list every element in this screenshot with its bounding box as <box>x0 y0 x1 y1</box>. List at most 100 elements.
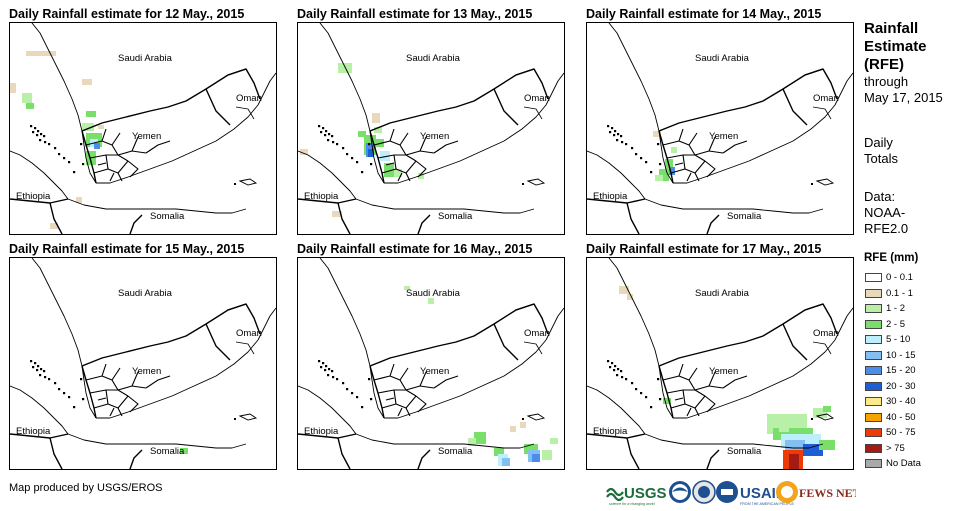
governorate-border <box>722 140 748 154</box>
country-label-somalia: Somalia <box>727 446 762 457</box>
country-label-ethiopia: Ethiopia <box>304 426 339 437</box>
island <box>342 147 345 150</box>
legend-title-line: Rainfall <box>864 20 919 37</box>
legend-through: through <box>864 74 909 89</box>
rainfall-patch <box>520 422 526 428</box>
island <box>63 157 66 160</box>
rainfall-patch <box>98 125 104 129</box>
legend-data-source: Data: NOAA- RFE2.0 <box>864 189 964 237</box>
legend-item: 20 - 30 <box>865 379 965 395</box>
country-labels: Saudi Arabia Oman Yemen Ethiopia Somalia <box>16 53 262 222</box>
coastline <box>384 104 547 184</box>
coastline <box>298 150 357 200</box>
governorate-border <box>381 168 411 182</box>
panel-title: Daily Rainfall estimate for 12 May., 201… <box>9 7 245 21</box>
island <box>635 388 638 391</box>
island <box>324 369 327 372</box>
country-label-yemen: Yemen <box>709 366 738 377</box>
socotra <box>815 178 835 186</box>
socotra <box>815 413 835 421</box>
rainfall-patch <box>26 103 34 109</box>
governorate-border <box>419 136 427 152</box>
coastline <box>298 385 357 435</box>
governorate-border <box>109 407 115 417</box>
island <box>657 143 660 146</box>
rainfall-patch <box>404 286 410 290</box>
islands <box>30 360 258 421</box>
island <box>356 161 359 164</box>
country-border <box>337 437 351 469</box>
island <box>370 163 373 166</box>
usgs-text: USGS <box>624 485 667 502</box>
panel-may14: Daily Rainfall estimate for 14 May., 201… <box>586 7 854 240</box>
island <box>43 135 46 138</box>
island <box>336 143 339 146</box>
legend-items: 0 - 0.1 0.1 - 1 1 - 2 2 - 5 5 - 10 10 - 15 15 … <box>865 270 965 472</box>
legend-swatch <box>865 397 882 407</box>
island <box>620 135 623 138</box>
fewsnet-logo: FEWS NET <box>776 481 861 503</box>
island <box>609 131 612 134</box>
legend-item: 40 - 50 <box>865 410 965 426</box>
island <box>322 127 325 130</box>
country-border <box>515 68 549 100</box>
island <box>346 153 349 156</box>
governorate-border <box>93 403 123 417</box>
governorate-border <box>97 397 107 401</box>
rainfall-patch <box>550 438 558 444</box>
yemen-border <box>658 365 674 419</box>
island <box>36 134 39 137</box>
legend-title-line: (RFE) <box>864 56 904 73</box>
country-labels: Saudi Arabia Oman Yemen Ethiopia Somalia <box>593 288 839 457</box>
island <box>48 378 51 381</box>
governorate-border <box>704 395 716 413</box>
island <box>370 398 373 401</box>
island <box>82 398 85 401</box>
coastline <box>384 339 547 419</box>
island <box>617 368 620 371</box>
rainfall-patches <box>653 131 677 181</box>
island <box>32 131 35 134</box>
coastline <box>834 307 853 341</box>
island <box>361 171 364 174</box>
panel-title: Daily Rainfall estimate for 17 May., 201… <box>586 242 822 256</box>
governorate-border <box>397 172 403 182</box>
noaa-logo <box>669 481 691 503</box>
country-border <box>205 88 231 126</box>
island <box>328 133 331 136</box>
rainfall-map: Saudi Arabia Oman Yemen Ethiopia Somalia <box>587 258 853 469</box>
coastline <box>96 339 259 419</box>
governorate-border <box>389 363 409 381</box>
governorate-border <box>145 140 171 154</box>
governorate-border <box>662 140 696 156</box>
governorate-border <box>694 150 724 156</box>
rainfall-patch <box>803 444 823 456</box>
country-border <box>804 68 838 100</box>
governorate-border <box>373 375 407 391</box>
country-border <box>706 449 720 469</box>
country-border <box>129 449 143 469</box>
country-border <box>10 198 69 204</box>
governorate-border <box>405 150 435 156</box>
legend-swatch <box>865 319 882 329</box>
country-border <box>129 214 143 234</box>
country-border <box>626 437 640 469</box>
coastline <box>257 307 276 341</box>
country-border <box>10 433 69 439</box>
coastline <box>31 258 97 419</box>
country-label-ethiopia: Ethiopia <box>304 191 339 202</box>
rainfall-patch <box>10 83 16 93</box>
governorate-border <box>686 407 692 417</box>
usgs-tagline: science for a changing world <box>609 502 656 506</box>
country-label-yemen: Yemen <box>132 366 161 377</box>
credit-text: Map produced by USGS/EROS <box>9 482 163 494</box>
rainfall-patch <box>524 444 538 454</box>
legend-swatch <box>865 412 882 422</box>
legend-rfe-title: RFE (mm) <box>864 252 919 264</box>
country-border <box>782 323 808 361</box>
island <box>82 163 85 166</box>
island <box>44 376 47 379</box>
legend-swatch <box>865 288 882 298</box>
rainfall-patch <box>300 149 308 155</box>
rainfall-patch <box>372 113 380 123</box>
